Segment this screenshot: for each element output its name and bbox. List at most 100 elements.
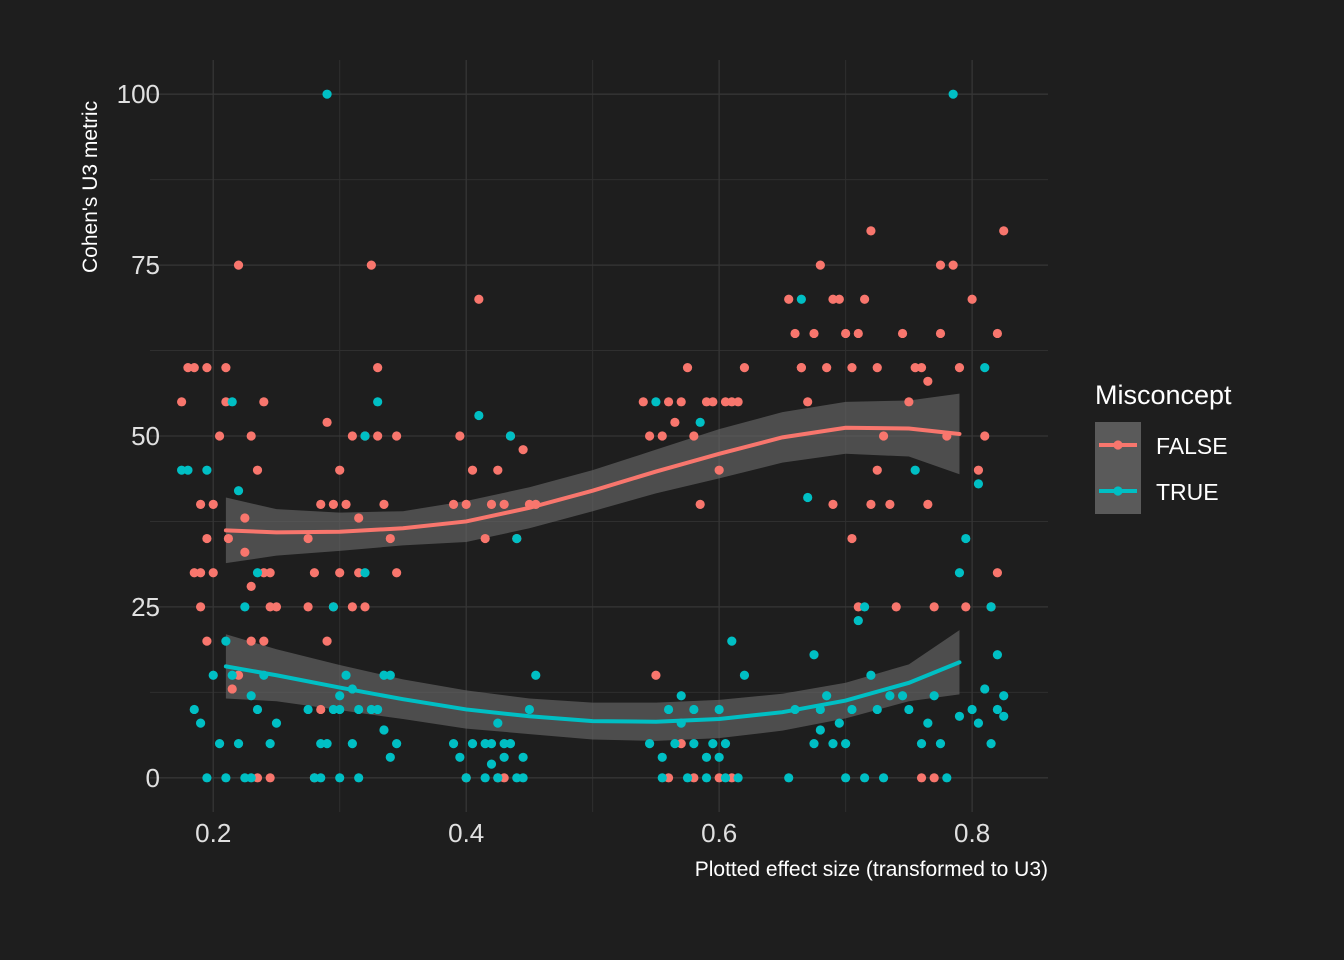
data-point-false [701,397,712,407]
data-point-false [714,465,724,475]
data-point-true [316,773,326,783]
data-point-true [385,752,395,762]
data-point-false [878,431,889,441]
data-point-false [265,602,275,612]
data-point-false [796,363,806,373]
data-point-false [221,397,231,407]
x-tick-label: 0.6 [701,818,737,848]
data-point-true [784,773,794,783]
data-point-false [872,363,882,373]
data-point-false [784,294,794,304]
data-point-false [474,294,484,304]
data-point-false [214,431,225,441]
data-point-false [347,431,357,441]
data-point-true [448,739,459,749]
data-point-true [860,602,870,612]
data-point-false [727,773,737,783]
data-point-true [335,773,345,783]
data-point-true [670,739,680,749]
data-point-true [328,602,338,612]
legend-title: Misconcept [1095,380,1232,410]
data-point-false [689,773,699,783]
data-point-true [796,294,806,304]
data-point-true [240,602,250,612]
data-point-true [480,773,490,783]
data-point-false [493,465,503,475]
data-point-false [252,465,263,475]
data-point-true [373,397,383,407]
data-point-true [265,739,275,749]
data-point-true [727,636,737,646]
data-point-false [322,636,332,646]
data-point-true [366,704,376,715]
confidence-band-false [225,393,960,564]
data-point-true [246,691,256,701]
data-point-false [223,533,234,544]
data-point-true [354,704,364,715]
data-point-false [689,431,699,441]
data-point-true [189,704,199,715]
data-point-true [486,739,497,749]
data-point-true [942,773,952,783]
data-point-true [999,711,1009,721]
data-point-true [518,773,528,783]
data-point-true [853,615,863,626]
data-point-true [309,773,320,783]
data-point-false [733,397,743,407]
data-point-true [815,725,825,735]
y-axis-ticks: 0 25 50 75 100 [117,79,160,793]
data-point-true [910,465,920,475]
data-point-false [935,260,946,270]
data-point-true [701,752,712,762]
data-point-true [360,568,370,578]
data-point-true [689,704,699,715]
data-point-false [841,328,851,339]
data-point-true [360,431,370,441]
data-point-true [929,691,939,701]
data-point-true [467,739,478,749]
data-point-true [208,670,218,680]
data-point-false [923,376,933,386]
data-point-false [695,499,705,509]
data-point-true [379,670,389,680]
y-tick-label: 25 [131,592,160,622]
data-point-true [518,752,528,762]
y-tick-label: 0 [146,763,160,793]
data-point-false [872,465,882,475]
data-point-false [897,328,908,339]
data-point-false [259,568,269,578]
data-point-false [347,602,357,612]
data-point-false [935,328,946,339]
data-point-true [341,670,351,680]
y-axis-title: Cohen's U3 metric [79,101,102,273]
data-point-false [518,445,528,455]
data-point-true [322,89,332,99]
data-point-true [733,773,743,783]
data-point-true [701,773,712,783]
data-point-false [992,568,1003,578]
data-point-true [246,773,256,783]
data-point-false [246,581,256,592]
data-point-true [493,773,503,783]
data-point-false [208,499,218,509]
data-point-false [227,684,237,694]
data-point-false [809,328,819,339]
data-point-false [651,670,661,680]
legend-label: FALSE [1156,433,1228,459]
data-point-true [847,704,857,715]
data-point-false [335,465,345,475]
data-point-true [948,89,958,99]
data-point-false [682,363,693,373]
data-point-false [657,431,667,441]
data-point-true [657,773,667,783]
data-point-true [809,650,819,660]
data-point-true [385,670,395,680]
x-tick-label: 0.2 [195,818,231,848]
data-point-true [714,752,724,762]
data-point-false [208,568,218,578]
data-point-false [916,363,927,373]
data-point-true [480,739,490,749]
data-point-false [385,533,395,544]
data-point-false [663,773,674,783]
